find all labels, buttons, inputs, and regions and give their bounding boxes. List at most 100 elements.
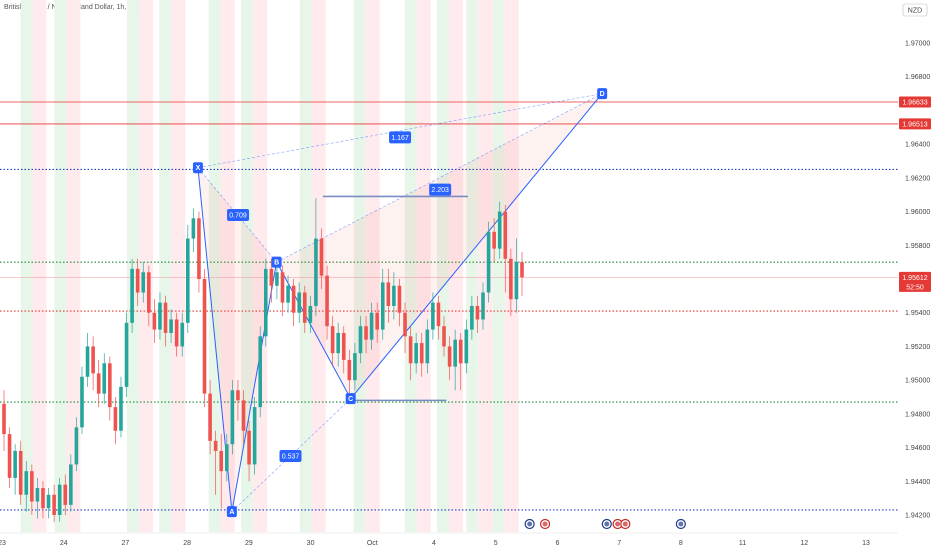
price-label: 1.95612 bbox=[902, 275, 927, 282]
price-tick-label: 1.96800 bbox=[905, 74, 930, 81]
candle-body bbox=[364, 326, 368, 340]
candle-body bbox=[470, 305, 474, 330]
leg-xd bbox=[197, 93, 603, 169]
candle-body bbox=[135, 268, 140, 293]
candle-body bbox=[18, 450, 23, 495]
price-tick-label: 1.94800 bbox=[905, 411, 930, 418]
candle-body bbox=[380, 282, 385, 330]
candle-body bbox=[7, 434, 12, 478]
candle-body bbox=[358, 326, 363, 354]
candle-body bbox=[425, 329, 430, 364]
candle-body bbox=[503, 211, 508, 259]
leg-bd bbox=[276, 93, 603, 263]
ratio-tag bbox=[227, 208, 250, 221]
candle-body bbox=[308, 305, 313, 323]
time-tick-label: 8 bbox=[679, 540, 683, 547]
candle-body bbox=[275, 272, 279, 286]
candle-body bbox=[236, 390, 240, 401]
leg-ab bbox=[231, 262, 278, 512]
price-tick-label: 1.96200 bbox=[905, 175, 930, 182]
candle-body bbox=[514, 262, 519, 300]
candle-body bbox=[102, 363, 107, 394]
session-band-red bbox=[416, 0, 431, 532]
point-tag-a bbox=[226, 506, 237, 518]
candle-body bbox=[442, 326, 446, 347]
candle-body bbox=[330, 326, 335, 354]
candle-body bbox=[169, 319, 173, 333]
candle-body bbox=[24, 471, 29, 495]
candle-body bbox=[2, 403, 6, 435]
candle-body bbox=[74, 427, 79, 465]
candle-body bbox=[224, 444, 229, 472]
candle-body bbox=[386, 282, 391, 306]
flag-icon-inner bbox=[542, 521, 548, 527]
candle-body bbox=[147, 272, 151, 313]
candle-body bbox=[297, 292, 302, 313]
ratio-tag bbox=[389, 131, 412, 144]
point-label: D bbox=[600, 91, 605, 98]
candle-body bbox=[57, 484, 62, 515]
time-tick-label: 23 bbox=[0, 540, 6, 547]
ratio-label: 1.167 bbox=[391, 135, 409, 142]
time-tick-label: 24 bbox=[60, 540, 68, 547]
candle-body bbox=[497, 211, 502, 249]
candle-body bbox=[286, 285, 290, 303]
candle-body bbox=[414, 343, 418, 364]
currency-label: NZD bbox=[908, 8, 922, 15]
price-tick-label: 1.95800 bbox=[905, 243, 930, 250]
candle-body bbox=[369, 312, 374, 340]
time-tick-label: 4 bbox=[432, 540, 436, 547]
session-band-green bbox=[20, 0, 33, 532]
candle-body bbox=[80, 376, 84, 428]
candle-body bbox=[392, 285, 396, 306]
candle-body bbox=[130, 268, 134, 323]
candle-body bbox=[13, 450, 17, 478]
flag-icon-inner bbox=[604, 521, 610, 527]
session-band-red bbox=[138, 0, 153, 532]
candle-body bbox=[96, 373, 101, 394]
session-band-red bbox=[311, 0, 326, 532]
candle-body bbox=[197, 218, 201, 279]
session-band-green bbox=[159, 0, 172, 532]
time-tick-label: 29 bbox=[245, 540, 253, 547]
leg-bc bbox=[276, 261, 352, 399]
candle-body bbox=[291, 285, 296, 313]
time-tick-label: Oct bbox=[367, 540, 378, 547]
time-tick-label: 6 bbox=[555, 540, 559, 547]
triangle-bcd bbox=[276, 93, 603, 399]
session-band-green bbox=[492, 0, 505, 532]
candle-body bbox=[419, 343, 424, 364]
ratio-label: 0.537 bbox=[282, 454, 300, 461]
candle-body bbox=[436, 302, 441, 327]
session-band-green bbox=[437, 0, 450, 532]
candle-body bbox=[302, 292, 307, 323]
candle-body bbox=[191, 218, 196, 239]
candle-body bbox=[174, 319, 179, 347]
session-band-red bbox=[66, 0, 81, 532]
time-tick-label: 12 bbox=[800, 540, 808, 547]
session-band-red bbox=[253, 0, 268, 532]
price-tick-label: 1.96000 bbox=[905, 209, 930, 216]
ratio-label: 2.203 bbox=[431, 187, 449, 194]
candle-body bbox=[509, 258, 513, 300]
candle-body bbox=[63, 484, 68, 505]
candle-body bbox=[280, 272, 285, 303]
point-label: B bbox=[274, 260, 279, 267]
candle-body bbox=[453, 339, 457, 367]
candle-body bbox=[481, 292, 485, 320]
candle-body bbox=[336, 332, 340, 354]
candle-body bbox=[219, 450, 224, 472]
currency-chip bbox=[902, 3, 928, 17]
candle-body bbox=[341, 332, 346, 360]
price-tick-label: 1.95200 bbox=[905, 344, 930, 351]
flag-icon-inner bbox=[615, 521, 621, 527]
candle-body bbox=[325, 275, 329, 327]
point-tag-b bbox=[271, 256, 282, 268]
countdown-label: 52:50 bbox=[906, 284, 924, 291]
candle-body bbox=[431, 302, 435, 330]
session-band-green bbox=[126, 0, 139, 532]
candle-body bbox=[158, 302, 162, 330]
flag-icon-inner bbox=[527, 521, 533, 527]
candle-body bbox=[46, 494, 51, 509]
